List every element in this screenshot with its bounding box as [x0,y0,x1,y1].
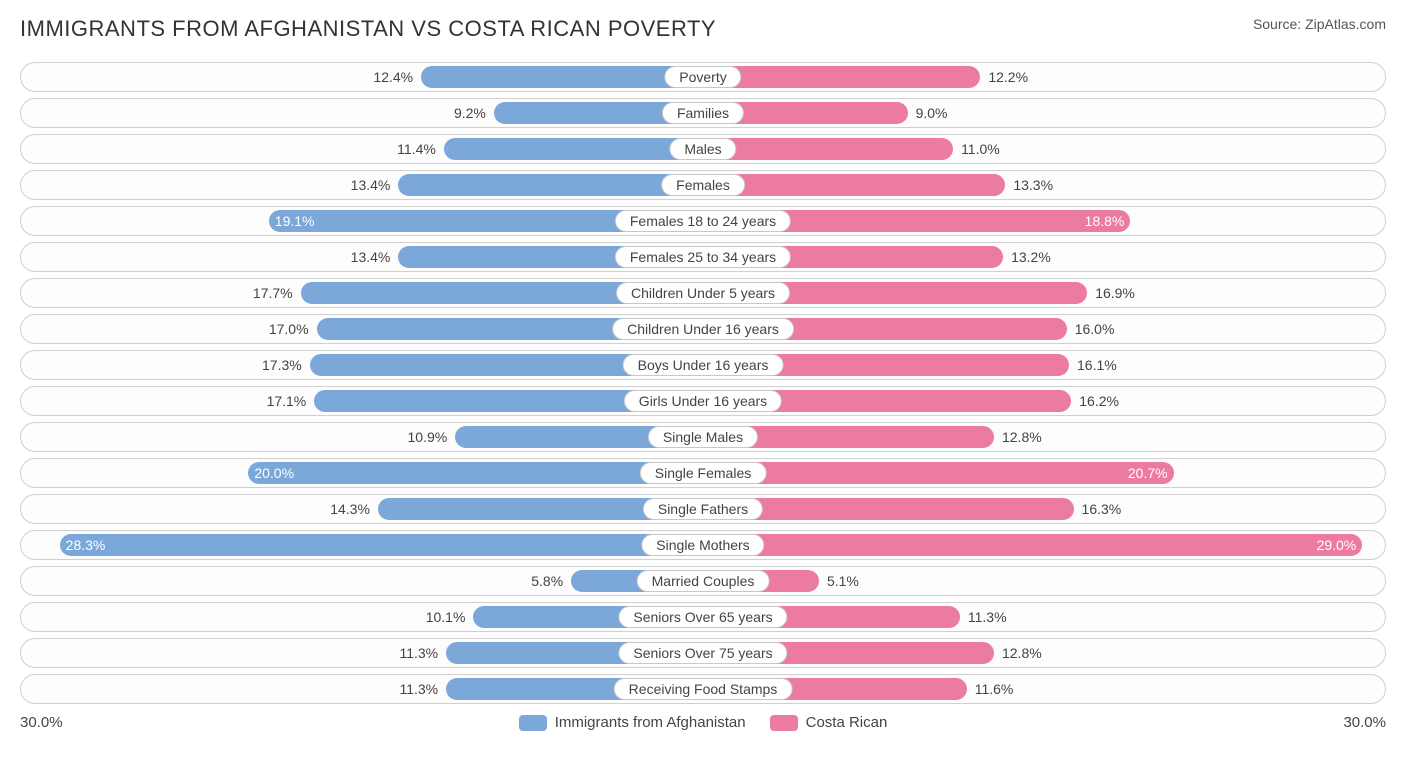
value-label-left: 14.3% [330,501,378,517]
bar-left: 12.4% [421,66,703,88]
chart-row: 10.1% 11.3% Seniors Over 65 years [20,602,1386,632]
bar-right: 11.0% [703,138,953,160]
value-label-left: 11.3% [399,681,446,697]
category-pill: Males [669,138,736,160]
category-pill: Females 18 to 24 years [615,210,791,232]
chart-row: 11.3% 12.8% Seniors Over 75 years [20,638,1386,668]
source-label: Source: ZipAtlas.com [1253,16,1386,32]
value-label-left: 17.1% [267,393,315,409]
category-pill: Females 25 to 34 years [615,246,791,268]
bar-left: 11.4% [444,138,703,160]
category-pill: Seniors Over 65 years [618,606,787,628]
value-label-right: 12.8% [994,429,1042,445]
value-label-right: 11.0% [953,141,1000,157]
value-label-right: 18.8% [1085,213,1125,229]
chart-row: 28.3% 29.0% Single Mothers [20,530,1386,560]
value-label-left: 10.9% [408,429,456,445]
value-label-left: 9.2% [454,105,494,121]
value-label-left: 28.3% [66,537,106,553]
value-label-right: 12.2% [980,69,1028,85]
value-label-right: 29.0% [1317,537,1357,553]
chart-row: 17.7% 16.9% Children Under 5 years [20,278,1386,308]
diverging-bar-chart: 12.4%12.2%Poverty9.2%9.0%Families11.4%11… [20,62,1386,704]
bar-right: 29.0% [703,534,1362,556]
value-label-right: 16.9% [1087,285,1135,301]
value-label-right: 13.2% [1003,249,1051,265]
category-pill: Children Under 5 years [616,282,790,304]
value-label-left: 17.7% [253,285,301,301]
category-pill: Seniors Over 75 years [618,642,787,664]
value-label-left: 17.0% [269,321,317,337]
chart-row: 9.2% 9.0% Families [20,98,1386,128]
chart-row: 11.4%11.0%Males [20,134,1386,164]
category-pill: Poverty [664,66,741,88]
axis-max-left: 30.0% [20,714,63,731]
category-pill: Girls Under 16 years [624,390,782,412]
legend-swatch-right [770,715,798,731]
value-label-right: 9.0% [908,105,948,121]
category-pill: Children Under 16 years [612,318,794,340]
value-label-right: 11.6% [967,681,1014,697]
category-pill: Boys Under 16 years [623,354,784,376]
value-label-left: 5.8% [531,573,571,589]
value-label-left: 10.1% [426,609,474,625]
value-label-left: 13.4% [351,249,399,265]
value-label-right: 11.3% [960,609,1007,625]
legend: Immigrants from Afghanistan Costa Rican [519,714,888,731]
legend-label-right: Costa Rican [806,714,888,731]
legend-item-left: Immigrants from Afghanistan [519,714,746,731]
category-pill: Receiving Food Stamps [614,678,793,700]
value-label-right: 13.3% [1005,177,1053,193]
category-pill: Single Fathers [643,498,763,520]
value-label-left: 12.4% [373,69,421,85]
value-label-right: 16.1% [1069,357,1117,373]
category-pill: Single Mothers [641,534,764,556]
value-label-left: 20.0% [254,465,294,481]
legend-item-right: Costa Rican [770,714,888,731]
value-label-right: 16.3% [1074,501,1122,517]
bar-right: 13.3% [703,174,1005,196]
chart-row: 17.1% 16.2% Girls Under 16 years [20,386,1386,416]
value-label-right: 16.0% [1067,321,1115,337]
value-label-left: 11.3% [399,645,446,661]
chart-title: IMMIGRANTS FROM AFGHANISTAN VS COSTA RIC… [20,16,716,42]
legend-swatch-left [519,715,547,731]
chart-row: 11.3% 11.6% Receiving Food Stamps [20,674,1386,704]
value-label-right: 5.1% [819,573,859,589]
value-label-left: 11.4% [397,141,444,157]
category-pill: Females [661,174,745,196]
bar-left: 28.3% [60,534,703,556]
chart-row: 17.3% 16.1% Boys Under 16 years [20,350,1386,380]
value-label-right: 20.7% [1128,465,1168,481]
value-label-left: 17.3% [262,357,310,373]
chart-row: 5.8% 5.1% Married Couples [20,566,1386,596]
category-pill: Single Females [640,462,767,484]
chart-row: 19.1% 18.8% Females 18 to 24 years [20,206,1386,236]
chart-row: 17.0% 16.0% Children Under 16 years [20,314,1386,344]
chart-row: 10.9% 12.8% Single Males [20,422,1386,452]
chart-footer: 30.0% Immigrants from Afghanistan Costa … [20,714,1386,731]
category-pill: Married Couples [637,570,770,592]
value-label-left: 19.1% [275,213,315,229]
bar-left: 20.0% [248,462,703,484]
chart-row: 12.4%12.2%Poverty [20,62,1386,92]
category-pill: Families [662,102,744,124]
chart-row: 14.3% 16.3% Single Fathers [20,494,1386,524]
chart-row: 20.0% 20.7% Single Females [20,458,1386,488]
category-pill: Single Males [648,426,758,448]
chart-row: 13.4%13.3%Females [20,170,1386,200]
bar-right: 12.2% [703,66,980,88]
chart-row: 13.4% 13.2% Females 25 to 34 years [20,242,1386,272]
header: IMMIGRANTS FROM AFGHANISTAN VS COSTA RIC… [20,16,1386,42]
value-label-left: 13.4% [351,177,399,193]
legend-label-left: Immigrants from Afghanistan [555,714,746,731]
axis-max-right: 30.0% [1343,714,1386,731]
bar-left: 13.4% [398,174,703,196]
value-label-right: 16.2% [1071,393,1119,409]
bar-right: 20.7% [703,462,1174,484]
value-label-right: 12.8% [994,645,1042,661]
